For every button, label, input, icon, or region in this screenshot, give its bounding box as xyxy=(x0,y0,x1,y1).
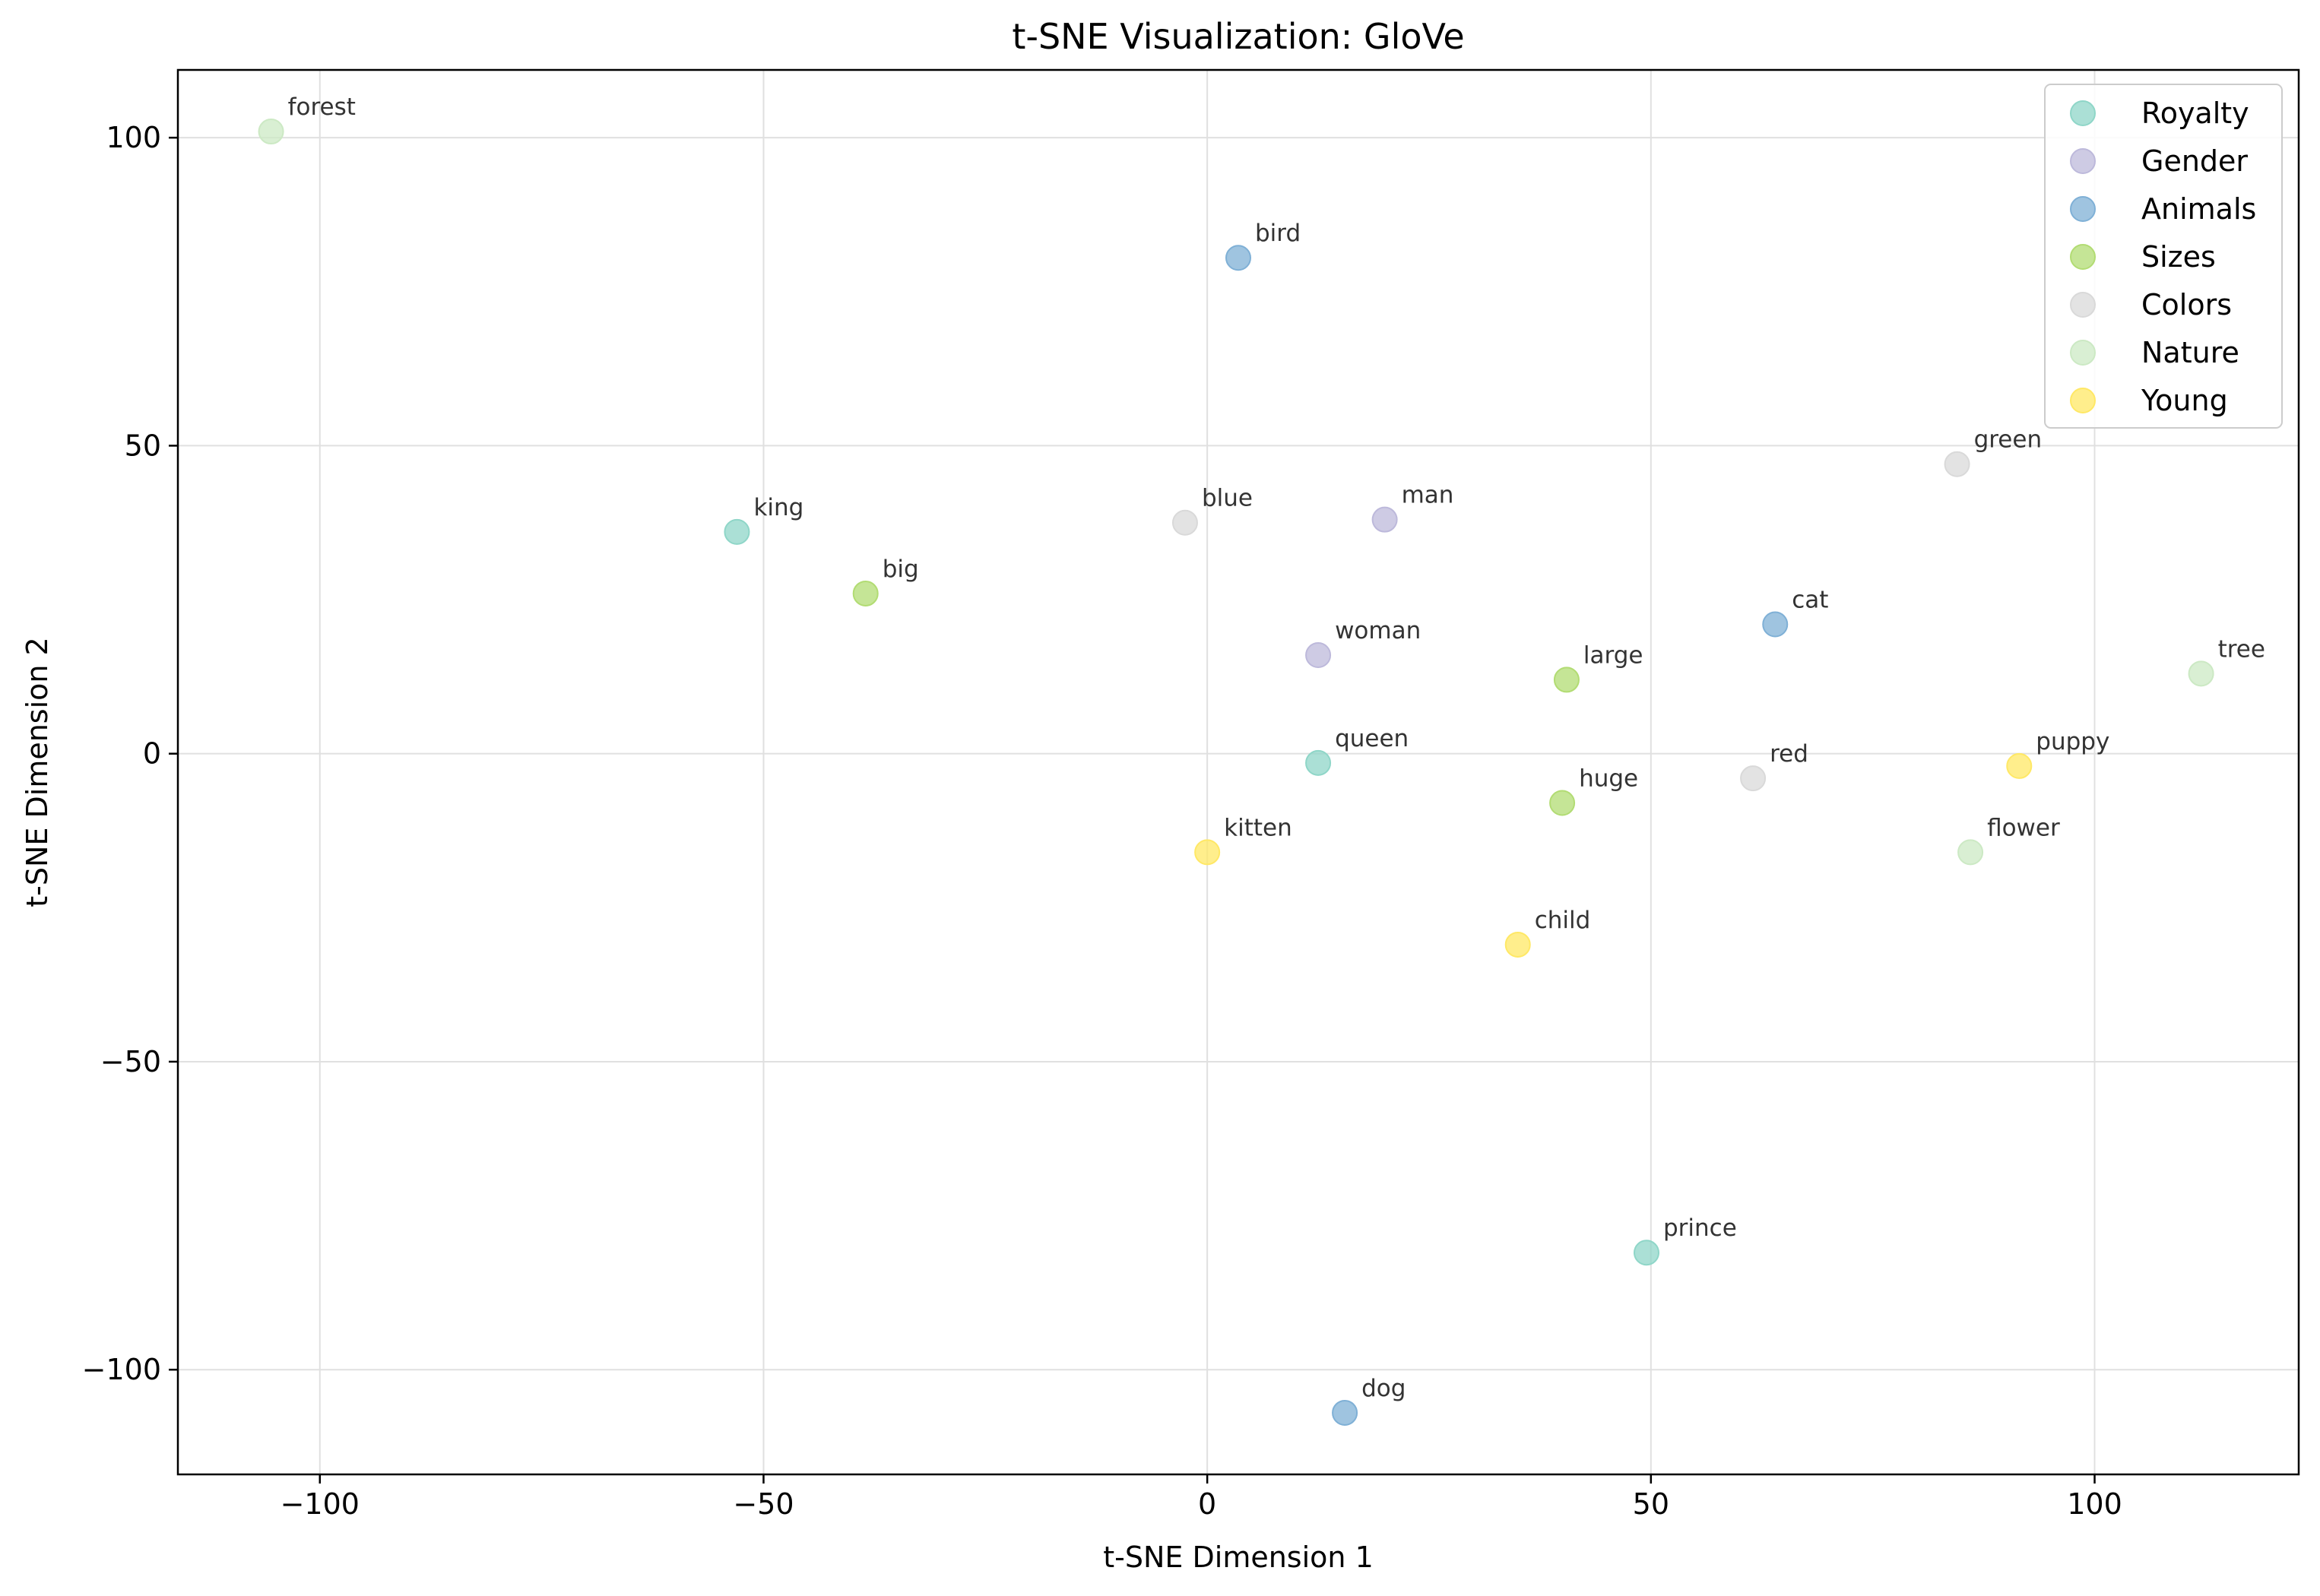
y-tick-label: −100 xyxy=(82,1353,161,1386)
y-tick-label: 0 xyxy=(143,737,161,771)
data-points: king queen prince man woman bird cat dog big larg… xyxy=(258,93,2265,1426)
point-label: big xyxy=(883,556,919,583)
y-axis-label: t-SNE Dimension 2 xyxy=(21,637,54,907)
point-label: queen xyxy=(1335,725,1409,752)
scatter-point xyxy=(2006,752,2033,779)
point-label: large xyxy=(1583,641,1643,669)
legend-marker xyxy=(2070,388,2096,413)
plot-frame xyxy=(176,68,2300,1476)
x-tick-label: 50 xyxy=(1633,1487,1669,1521)
point-label: flower xyxy=(1987,814,2060,841)
point-label: red xyxy=(1770,740,1808,768)
x-axis-label: t-SNE Dimension 1 xyxy=(1103,1541,1374,1574)
scatter-point xyxy=(2188,660,2214,687)
scatter-point xyxy=(1549,790,1576,816)
legend-label: Gender xyxy=(2141,144,2248,178)
point-label: king xyxy=(753,494,803,521)
legend-marker xyxy=(2070,244,2096,270)
y-tick-label: 100 xyxy=(106,121,161,154)
point-label: dog xyxy=(1361,1375,1406,1402)
scatter-point xyxy=(1225,245,1251,271)
legend-marker xyxy=(2070,100,2096,126)
scatter-point xyxy=(1504,931,1531,958)
scatter-point xyxy=(1371,506,1398,533)
legend-label: Colors xyxy=(2141,288,2232,321)
y-tick-label: −50 xyxy=(100,1045,161,1078)
y-tick-label: 50 xyxy=(125,429,161,462)
grid xyxy=(178,70,2299,1474)
legend-label: Young xyxy=(2141,384,2228,417)
point-label: forest xyxy=(288,93,356,121)
point-label: blue xyxy=(1202,485,1253,512)
scatter-point xyxy=(258,119,284,145)
point-label: bird xyxy=(1255,220,1301,247)
legend-box xyxy=(2044,84,2283,429)
point-label: kitten xyxy=(1224,814,1292,841)
scatter-point xyxy=(1633,1240,1659,1266)
point-label: man xyxy=(1402,482,1454,509)
legend-marker xyxy=(2070,196,2096,222)
scatter-point xyxy=(1332,1399,1358,1426)
legend-label: Animals xyxy=(2141,192,2256,226)
x-tick-label: 0 xyxy=(1198,1487,1216,1521)
point-label: prince xyxy=(1663,1214,1737,1242)
scatter-point xyxy=(1957,839,1984,866)
legend-label: Royalty xyxy=(2141,97,2249,130)
scatter-point xyxy=(1305,749,1332,776)
point-label: huge xyxy=(1579,765,1638,793)
point-label: woman xyxy=(1335,617,1421,644)
scatter-point xyxy=(1944,451,1970,477)
legend-label: Nature xyxy=(2141,336,2239,369)
scatter-point xyxy=(1305,642,1332,668)
legend-marker xyxy=(2070,340,2096,366)
legend-label: Sizes xyxy=(2141,240,2216,274)
scatter-point xyxy=(1553,667,1580,693)
scatter-point xyxy=(1194,839,1221,866)
scatter-point xyxy=(852,580,879,606)
legend: Royalty Gender Animals Sizes Colors Nature You… xyxy=(2044,84,2283,429)
scatter-point xyxy=(724,518,750,545)
scatter-point xyxy=(1740,765,1767,792)
scatter-point xyxy=(1171,509,1198,536)
point-label: child xyxy=(1535,907,1591,934)
chart-title: t-SNE Visualization: GloVe xyxy=(1012,16,1464,57)
point-label: puppy xyxy=(2036,728,2109,755)
legend-marker xyxy=(2070,292,2096,318)
x-tick-label: 100 xyxy=(2067,1487,2122,1521)
point-label: cat xyxy=(1792,586,1828,613)
x-tick-label: −50 xyxy=(733,1487,794,1521)
x-tick-label: −100 xyxy=(280,1487,360,1521)
axis-ticks: −100 −50 0 50 100 −100 −50 0 50 100 xyxy=(82,121,2122,1521)
scatter-point xyxy=(1762,611,1789,638)
legend-marker xyxy=(2070,148,2096,174)
point-label: green xyxy=(1974,426,2043,454)
point-label: tree xyxy=(2218,635,2265,663)
